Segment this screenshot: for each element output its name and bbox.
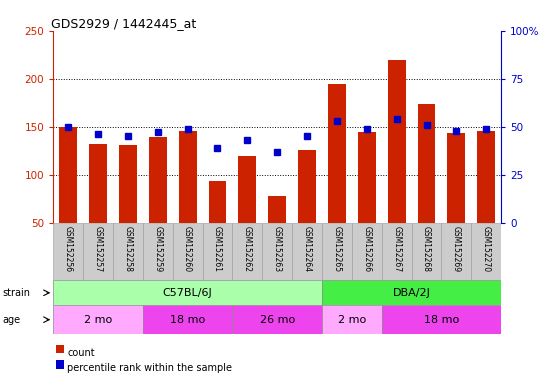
Bar [352, 223, 382, 280]
Text: GSM152262: GSM152262 [243, 226, 252, 271]
Bar [441, 223, 472, 280]
Text: C57BL/6J: C57BL/6J [163, 288, 212, 298]
Text: 18 mo: 18 mo [424, 314, 459, 325]
Bar [113, 223, 143, 280]
Bar [172, 223, 203, 280]
Bar [292, 223, 322, 280]
Bar [447, 134, 465, 223]
Text: GSM152261: GSM152261 [213, 226, 222, 271]
Bar [179, 131, 197, 223]
Text: 2 mo: 2 mo [84, 314, 112, 325]
Bar [328, 84, 346, 223]
Bar [89, 144, 107, 223]
Text: age: age [3, 314, 21, 325]
Bar [358, 131, 376, 223]
Bar [382, 305, 501, 334]
Text: 26 mo: 26 mo [260, 314, 295, 325]
Text: 18 mo: 18 mo [170, 314, 205, 325]
Bar [477, 131, 495, 223]
Bar [322, 280, 501, 305]
Bar [143, 223, 172, 280]
Bar [143, 305, 232, 334]
Bar [59, 127, 77, 223]
Bar [53, 305, 143, 334]
Text: GSM152263: GSM152263 [273, 226, 282, 272]
Text: GSM152266: GSM152266 [362, 226, 371, 272]
Text: count: count [67, 348, 95, 358]
Text: GSM152258: GSM152258 [123, 226, 132, 271]
Bar [412, 223, 441, 280]
Bar [388, 60, 405, 223]
Bar [268, 196, 286, 223]
Bar [382, 223, 412, 280]
Text: GSM152259: GSM152259 [153, 226, 162, 272]
Text: GSM152269: GSM152269 [452, 226, 461, 272]
Text: GSM152256: GSM152256 [64, 226, 73, 272]
Bar [322, 223, 352, 280]
Text: 2 mo: 2 mo [338, 314, 366, 325]
Text: GSM152268: GSM152268 [422, 226, 431, 271]
Bar [322, 305, 382, 334]
Bar [149, 137, 167, 223]
Bar [53, 280, 322, 305]
Text: GDS2929 / 1442445_at: GDS2929 / 1442445_at [51, 17, 196, 30]
Text: GSM152270: GSM152270 [482, 226, 491, 272]
Text: GSM152264: GSM152264 [302, 226, 311, 272]
Bar [418, 104, 436, 223]
Text: GSM152257: GSM152257 [94, 226, 102, 272]
Bar [53, 223, 83, 280]
Bar [119, 145, 137, 223]
Bar [208, 182, 226, 223]
Bar [203, 223, 232, 280]
Bar [262, 223, 292, 280]
Text: GSM152267: GSM152267 [392, 226, 401, 272]
Bar [83, 223, 113, 280]
Text: DBA/2J: DBA/2J [393, 288, 431, 298]
Bar [232, 305, 322, 334]
Bar [232, 223, 262, 280]
Bar [472, 223, 501, 280]
Bar [298, 150, 316, 223]
Text: percentile rank within the sample: percentile rank within the sample [67, 363, 232, 373]
Text: strain: strain [3, 288, 31, 298]
Text: GSM152260: GSM152260 [183, 226, 192, 272]
Text: GSM152265: GSM152265 [333, 226, 342, 272]
Bar [239, 156, 256, 223]
